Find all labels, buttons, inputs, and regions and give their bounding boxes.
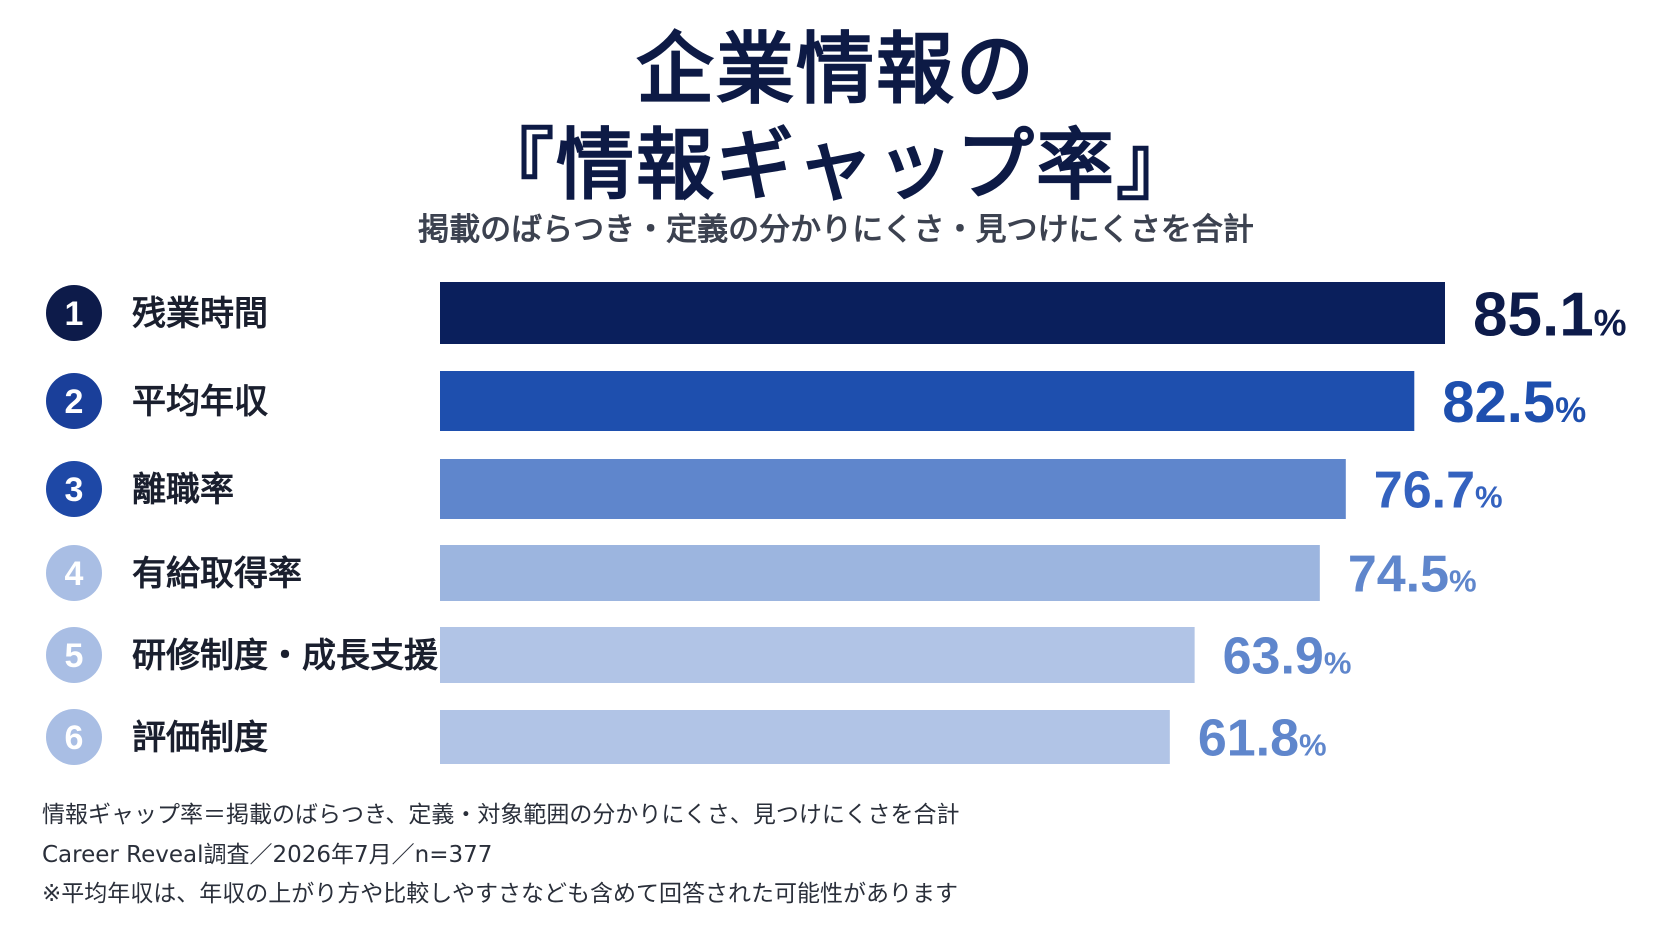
chart-title-line2: 『情報ギャップ率』 [475,121,1196,211]
rank-number: 4 [65,555,84,593]
footnote-definition: 情報ギャップ率＝掲載のばらつき、定義・対象範囲の分かりにくさ、見つけにくさを合計 [42,802,960,828]
value-unit: % [1475,480,1503,515]
rank-number: 3 [65,471,84,509]
rank-badge [46,545,102,601]
footnote-caveat: ※平均年収は、年収の上がり方や比較しやすさなども含めて回答された可能性があります [42,881,959,907]
category-label: 研修制度・成長支援 [132,636,439,676]
rank-number: 2 [65,383,84,421]
rank-badge [46,709,102,765]
footnote-source: Career Reveal調査／2026年7月／n=377 [42,842,493,868]
value-label: 61.8% [1198,710,1327,768]
rank-badge [46,627,102,683]
rank-badge [46,373,102,429]
bar [440,710,1170,764]
value-label: 63.9% [1223,628,1352,686]
category-label: 有給取得率 [132,554,302,594]
value-label: 76.7% [1374,462,1503,520]
rank-badge [46,461,102,517]
rank-badge [46,285,102,341]
bar [440,282,1445,344]
value-unit: % [1324,646,1352,681]
category-label: 離職率 [132,470,234,510]
value-label: 85.1% [1473,280,1627,349]
category-label: 平均年収 [132,382,268,422]
value-unit: % [1449,564,1477,599]
chart-title-line1: 企業情報の [635,25,1036,115]
bar [440,371,1415,431]
value-label: 82.5% [1442,370,1586,435]
value-label: 74.5% [1348,546,1477,604]
value-unit: % [1594,302,1627,343]
rank-number: 6 [65,719,84,757]
rank-number: 1 [65,295,84,333]
chart-subtitle: 掲載のばらつき・定義の分かりにくさ・見つけにくさを合計 [418,212,1254,248]
category-label: 評価制度 [132,718,268,758]
value-unit: % [1299,728,1327,763]
bar [440,545,1320,601]
category-label: 残業時間 [132,294,268,334]
value-unit: % [1555,391,1586,430]
bar [440,459,1346,519]
rank-number: 5 [65,637,84,675]
bar [440,627,1195,683]
